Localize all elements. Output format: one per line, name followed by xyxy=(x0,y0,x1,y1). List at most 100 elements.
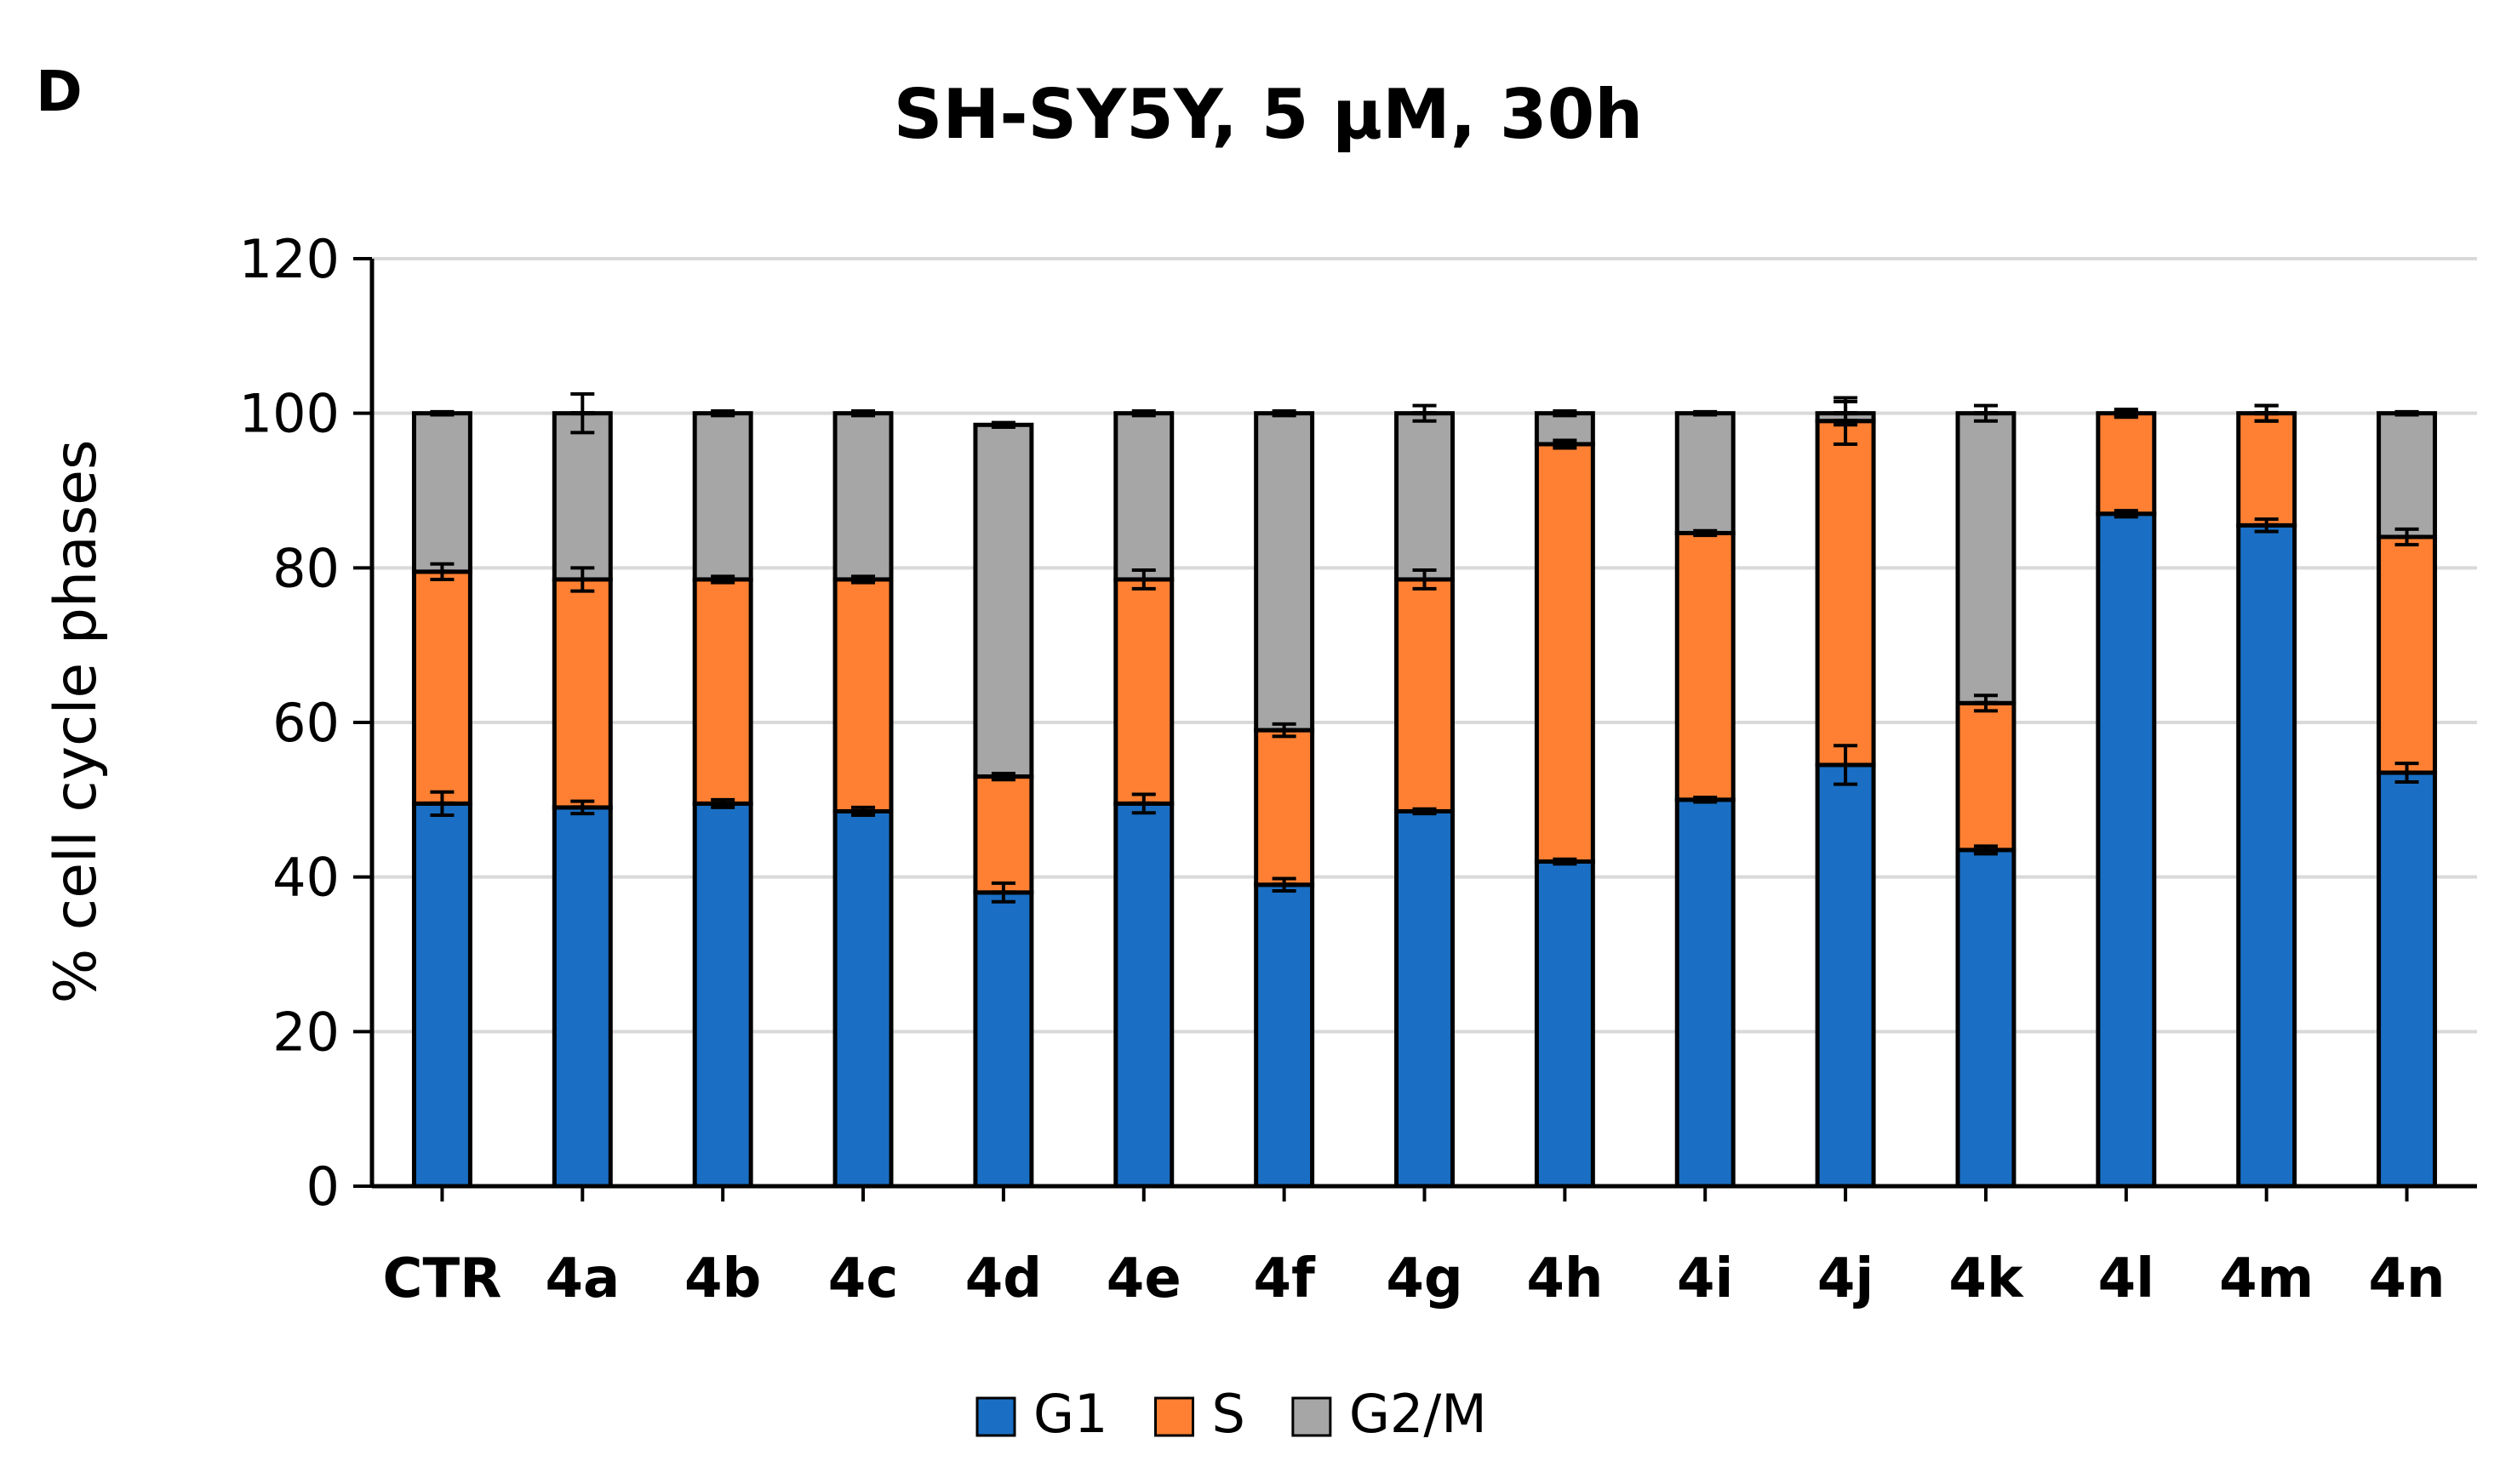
bar-4c-G1 xyxy=(832,808,894,1189)
bar-4i-S xyxy=(1674,530,1736,802)
bar-4b-G1 xyxy=(692,801,753,1189)
error-bar-4f-G2M xyxy=(1272,408,1296,418)
error-bar-4m-G2M xyxy=(2254,403,2279,423)
error-bar-4b-G2M xyxy=(711,408,735,418)
y-tick-label-100: 100 xyxy=(239,383,340,445)
bar-4j-S xyxy=(1815,419,1876,768)
legend-label: S xyxy=(1212,1383,1245,1445)
error-bar-4e-G2M xyxy=(1131,408,1156,418)
error-bar-4j-G2M xyxy=(1833,400,1858,427)
error-bar-4d-S xyxy=(991,771,1015,782)
bar-4k-S xyxy=(1955,700,2016,853)
x-tick-label-CTR: CTR xyxy=(382,1247,501,1310)
bar-4a-G1 xyxy=(552,805,613,1189)
x-tick-label-4f: 4f xyxy=(1253,1247,1316,1310)
y-tick-label-60: 60 xyxy=(272,692,340,754)
bar-4n-G1 xyxy=(2377,770,2438,1189)
error-bar-4k-S xyxy=(1973,693,1998,713)
bar-4d-S xyxy=(973,774,1034,895)
chart-title: SH-SY5Y, 5 µM, 30h xyxy=(894,75,1643,154)
x-tick-label-4c: 4c xyxy=(828,1247,898,1310)
error-bar-4h-G1 xyxy=(1553,857,1577,866)
legend-item-G1: G1 xyxy=(975,1383,1108,1445)
bar-4a-G2M xyxy=(552,411,613,582)
bar-4g-G1 xyxy=(1394,808,1455,1189)
x-tick-label-4d: 4d xyxy=(965,1247,1042,1310)
axes xyxy=(353,257,2477,1201)
error-bar-4f-G1 xyxy=(1272,876,1296,893)
error-bar-4m-G1 xyxy=(2254,517,2279,534)
bar-4c-S xyxy=(832,577,894,813)
error-bar-CTR-G1 xyxy=(430,790,455,817)
y-tick-label-120: 120 xyxy=(239,228,340,290)
x-tick-label-4g: 4g xyxy=(1386,1247,1462,1310)
error-bar-4g-S xyxy=(1412,568,1437,591)
error-bar-4j-G1 xyxy=(1833,744,1858,786)
bar-4e-G1 xyxy=(1113,801,1175,1189)
x-tick-label-4e: 4e xyxy=(1107,1247,1181,1310)
bar-CTR-S xyxy=(411,569,472,806)
legend: G1 S G2/M xyxy=(975,1383,1487,1445)
x-tick-label-4k: 4k xyxy=(1948,1247,2024,1310)
legend-label: G1 xyxy=(1033,1383,1108,1445)
x-tick-label-4m: 4m xyxy=(2219,1247,2314,1310)
x-tick-label-4n: 4n xyxy=(2369,1247,2445,1310)
x-tick-label-4h: 4h xyxy=(1526,1247,1603,1310)
error-bar-4d-G1 xyxy=(991,881,1015,904)
y-tick-label-20: 20 xyxy=(272,1001,340,1063)
bar-4d-G2M xyxy=(973,422,1034,779)
legend-label: G2/M xyxy=(1349,1383,1487,1445)
bar-4a-S xyxy=(552,577,613,810)
bar-4e-G2M xyxy=(1113,411,1175,582)
error-bar-4g-G2M xyxy=(1412,403,1437,423)
error-bar-4b-S xyxy=(711,574,735,585)
bar-4k-G1 xyxy=(1955,848,2016,1189)
bar-4b-G2M xyxy=(692,411,753,582)
error-bar-4g-G1 xyxy=(1412,807,1437,816)
y-tick-label-0: 0 xyxy=(306,1156,340,1218)
error-bar-4n-G1 xyxy=(2394,762,2419,784)
bar-4f-G1 xyxy=(1254,882,1315,1189)
legend-item-S: S xyxy=(1154,1383,1245,1445)
error-bar-4e-G1 xyxy=(1131,792,1156,815)
error-bar-4c-G2M xyxy=(851,408,876,418)
bar-4c-G2M xyxy=(832,411,894,582)
error-bar-4i-S xyxy=(1693,528,1718,538)
legend-swatch xyxy=(1291,1396,1332,1437)
bar-4f-G2M xyxy=(1254,411,1315,733)
y-axis-label: % cell cycle phases xyxy=(43,440,110,1004)
bar-CTR-G1 xyxy=(411,801,472,1189)
x-tick-label-4l: 4l xyxy=(2098,1247,2154,1310)
error-bar-4a-G1 xyxy=(570,799,595,816)
bar-4h-S xyxy=(1534,442,1595,864)
x-tick-label-4i: 4i xyxy=(1677,1247,1733,1310)
error-bar-4i-G2M xyxy=(1693,409,1718,417)
error-bar-4k-G1 xyxy=(1973,844,1998,856)
bar-4g-S xyxy=(1394,577,1455,813)
error-bar-4h-S xyxy=(1553,438,1577,450)
x-tick-label-4a: 4a xyxy=(545,1247,620,1310)
error-bar-4c-S xyxy=(851,574,876,585)
error-bar-4a-G2M xyxy=(570,391,595,435)
y-tick-label-80: 80 xyxy=(272,537,340,599)
x-tick-label-4j: 4j xyxy=(1817,1247,1873,1310)
bar-4d-G1 xyxy=(973,890,1034,1189)
bar-4m-S xyxy=(2236,411,2297,528)
bar-4l-G1 xyxy=(2096,511,2157,1189)
bar-4m-G1 xyxy=(2236,522,2297,1189)
error-bar-4n-G2M xyxy=(2394,409,2419,417)
error-bar-4d-G2M xyxy=(991,420,1015,430)
legend-swatch xyxy=(975,1396,1016,1437)
legend-item-G2M: G2/M xyxy=(1291,1383,1487,1445)
error-bar-CTR-G2M xyxy=(430,409,455,417)
error-bar-4i-G1 xyxy=(1693,796,1718,804)
y-tick-label-40: 40 xyxy=(272,847,340,909)
error-bar-4f-S xyxy=(1272,722,1296,739)
bar-4l-S xyxy=(2096,411,2157,517)
error-bar-CTR-S xyxy=(430,562,455,581)
x-tick-labels: CTR 4a 4b 4c 4d 4e 4f 4g 4h 4i 4j 4k 4l 4m 4n xyxy=(382,1247,2445,1310)
bar-4b-S xyxy=(692,577,753,806)
bar-4e-S xyxy=(1113,577,1175,806)
error-bar-4n-S xyxy=(2394,527,2419,547)
